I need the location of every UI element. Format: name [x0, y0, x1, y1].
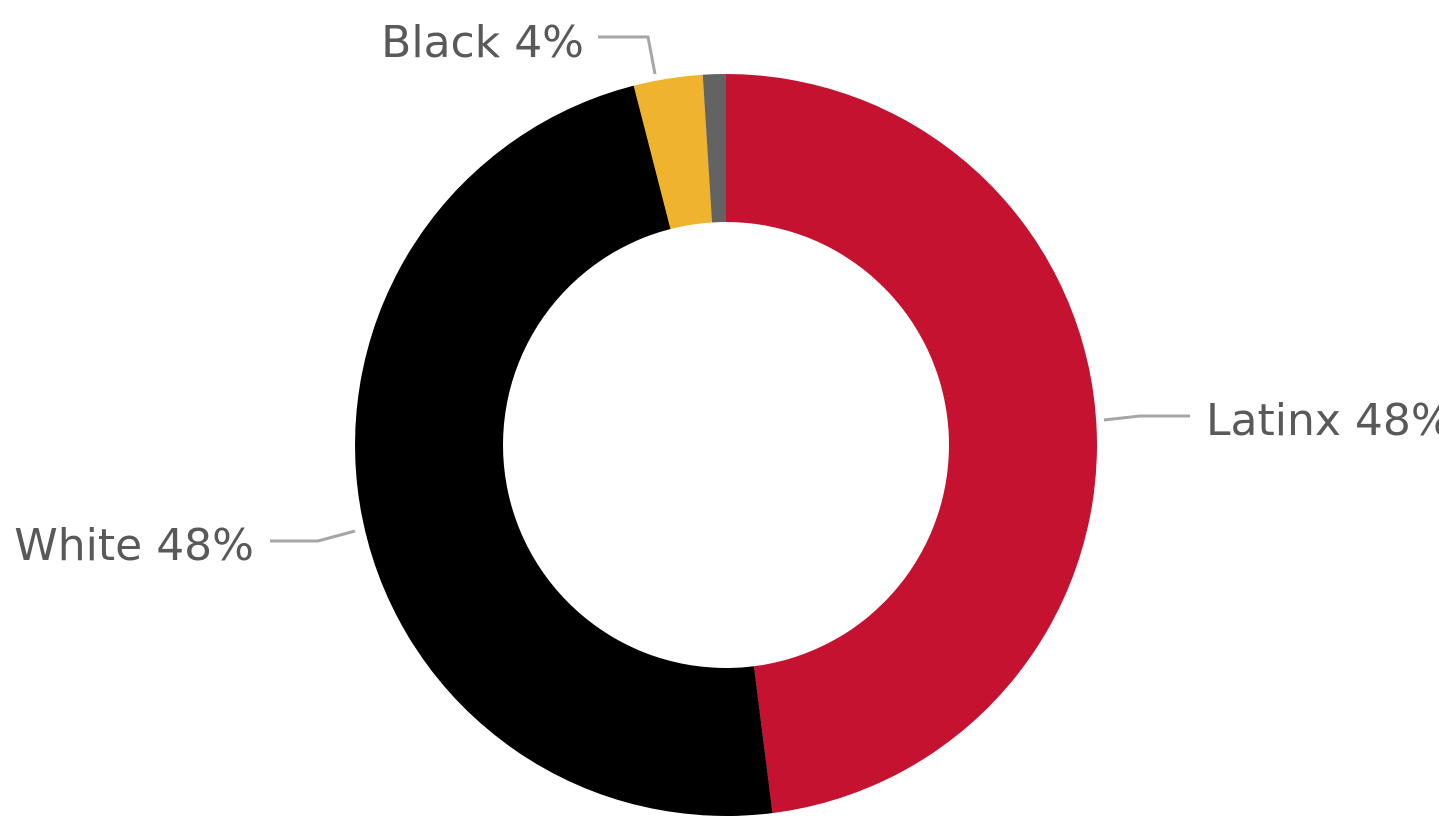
data-label-black: Black 4% — [381, 17, 584, 68]
leader-line-latinx — [1104, 416, 1190, 420]
leader-line-black — [598, 37, 655, 74]
donut-slices — [355, 74, 1097, 816]
data-label-white: White 48% — [14, 520, 254, 571]
data-label-latinx: Latinx 48% — [1206, 395, 1439, 446]
leader-line-white — [270, 531, 355, 541]
slice-latinx — [726, 74, 1097, 813]
